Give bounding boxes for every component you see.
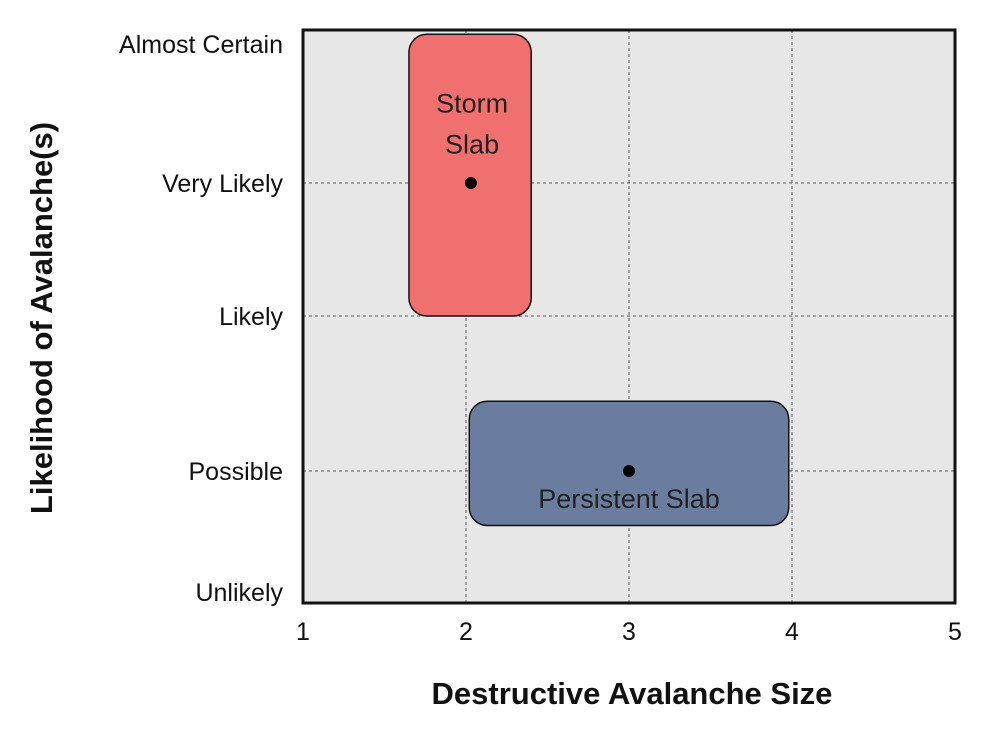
y-axis-title: Likelihood of Avalanche(s) [24,122,59,514]
x-tick-label: 1 [296,618,310,646]
x-tick-label: 5 [948,618,962,646]
region-box [408,33,532,317]
x-tick-labels: 1 2 3 4 5 [296,618,962,646]
x-tick-label: 2 [459,618,473,646]
plot-border [301,28,957,605]
y-tick-label: Almost Certain [119,31,283,59]
x-tick-label: 4 [785,618,799,646]
center-point [464,177,477,189]
y-tick-label: Unlikely [195,579,283,607]
region-label: Storm [436,88,508,118]
region-label: Slab [445,129,499,159]
center-point [623,465,635,477]
region-box [468,400,790,527]
y-tick-label: Very Likely [162,170,283,198]
y-tick-label: Likely [219,303,283,331]
y-tick-labels: Unlikely Possible Likely Very Likely Almost … [119,31,283,607]
x-axis-title: Destructive Avalanche Size [432,676,833,711]
problem-regions: Storm Slab Persistent Slab [408,33,790,527]
y-tick-label: Possible [189,458,284,486]
x-tick-label: 3 [622,618,636,646]
region-label: Persistent Slab [538,484,720,514]
